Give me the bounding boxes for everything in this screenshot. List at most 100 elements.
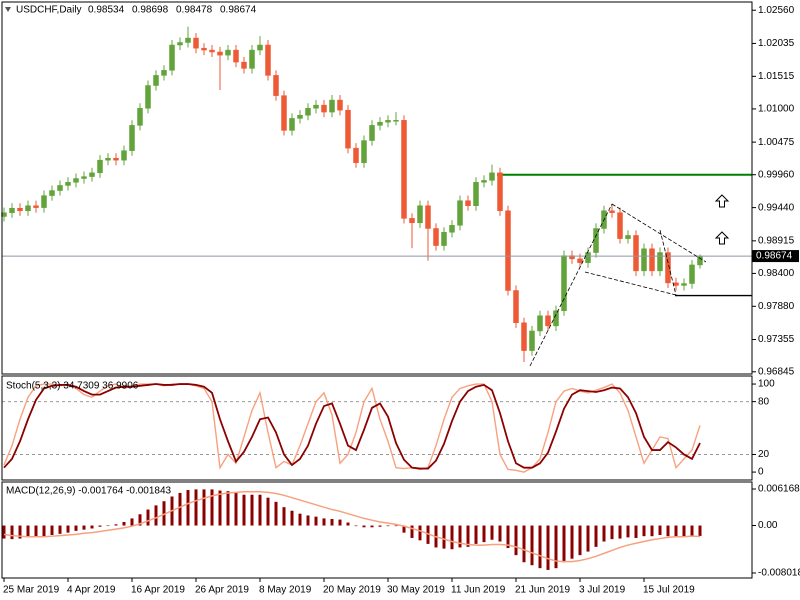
candle-body — [17, 207, 23, 212]
macd-bar — [498, 525, 502, 542]
candle-body — [433, 228, 439, 246]
macd-bar — [450, 525, 454, 550]
y-tick-label: 0.99960 — [758, 169, 795, 180]
macd-bar — [594, 525, 598, 547]
candle-body — [185, 37, 191, 43]
macd-bar — [282, 507, 286, 526]
macd-bar — [554, 525, 558, 569]
macd-bar — [618, 525, 622, 539]
x-tick-label: 11 Jun 2019 — [451, 585, 506, 596]
y-tick-label: 1.02035 — [758, 38, 795, 49]
macd-bar — [442, 525, 446, 549]
candle-body — [121, 150, 127, 161]
candle-body — [697, 255, 703, 266]
candle-body — [329, 99, 335, 113]
candle-body — [353, 147, 359, 163]
stoch-line — [3, 383, 701, 470]
candle-body — [641, 248, 647, 272]
main-panel — [1, 1, 753, 375]
trend-lines — [529, 203, 707, 367]
macd-bar — [106, 525, 110, 527]
candle-body — [281, 95, 287, 131]
candle-body — [401, 120, 407, 219]
candle-body — [25, 205, 31, 212]
macd-bar — [562, 525, 566, 563]
candle-body — [537, 315, 543, 332]
candle-body — [73, 178, 79, 183]
y-tick-label: 1.01515 — [758, 71, 795, 82]
candle-body — [417, 205, 423, 224]
candle-body — [265, 44, 271, 76]
candle-body — [481, 180, 487, 183]
macd-bar — [338, 519, 342, 526]
macd-bar — [2, 525, 6, 539]
candle-body — [489, 172, 495, 181]
macd-bar — [682, 525, 686, 537]
x-tick-label: 21 Jun 2019 — [515, 585, 570, 596]
trend-line — [584, 271, 677, 296]
macd-bar — [466, 525, 470, 547]
macd-bar — [634, 525, 638, 538]
macd-bar — [354, 525, 358, 527]
candle-body — [665, 252, 671, 284]
macd-bar — [98, 525, 102, 527]
x-tick-label: 26 Apr 2019 — [195, 585, 249, 596]
candle-body — [241, 61, 247, 69]
candle-body — [673, 282, 679, 286]
trend-line — [529, 203, 613, 367]
candle-body — [657, 252, 663, 272]
macd-bar — [458, 525, 462, 548]
macd-bar — [154, 505, 158, 526]
x-tick-label: 15 Jul 2019 — [643, 585, 695, 596]
macd-bar — [122, 521, 126, 526]
candle-body — [137, 108, 143, 126]
macd-bar — [570, 525, 574, 559]
candle-body — [457, 200, 463, 226]
macd-bar — [210, 489, 214, 526]
macd-bar — [538, 525, 542, 569]
macd-bar — [258, 494, 262, 526]
candle-body — [553, 310, 559, 327]
candle-body — [113, 158, 119, 161]
macd-bar — [402, 525, 406, 533]
macd-title: MACD(12,26,9) -0.001764 -0.001843 — [6, 486, 172, 497]
candle-body — [177, 42, 183, 46]
x-tick-label: 25 Mar 2019 — [3, 585, 60, 596]
y-tick-label: 100 — [758, 379, 775, 390]
trend-line — [611, 203, 707, 263]
candle-body — [297, 114, 303, 119]
candle-body — [609, 210, 615, 213]
y-tick-label: 20 — [758, 449, 770, 460]
candle-body — [361, 140, 367, 163]
macd-bar — [18, 525, 22, 539]
candle-body — [681, 283, 687, 286]
candle-body — [617, 212, 623, 239]
macd-bar — [138, 514, 142, 526]
macd-bar — [130, 518, 134, 526]
macd-bar — [82, 525, 86, 530]
low-value: 0.98478 — [176, 5, 213, 16]
candle-body — [65, 182, 71, 186]
macd-bar — [242, 494, 246, 526]
macd-bar — [42, 525, 46, 537]
macd-bar — [362, 525, 366, 528]
macd-bar — [234, 492, 238, 526]
candle-body — [385, 120, 391, 123]
macd-bar — [314, 516, 318, 526]
macd-bar — [10, 525, 14, 540]
candle-body — [89, 172, 95, 177]
candle-body — [577, 258, 583, 263]
candle-body — [257, 44, 263, 51]
macd-bar — [474, 525, 478, 544]
macd-bar — [194, 489, 198, 526]
candle-body — [625, 235, 631, 239]
x-tick-label: 20 May 2019 — [323, 585, 381, 596]
macd-bar — [690, 525, 694, 537]
macd-bar — [666, 525, 670, 537]
candle-body — [145, 85, 151, 109]
macd-bar — [586, 525, 590, 552]
y-tick-label: 0.98915 — [758, 235, 795, 246]
candle-body — [153, 75, 159, 86]
macd-bar — [330, 519, 334, 526]
